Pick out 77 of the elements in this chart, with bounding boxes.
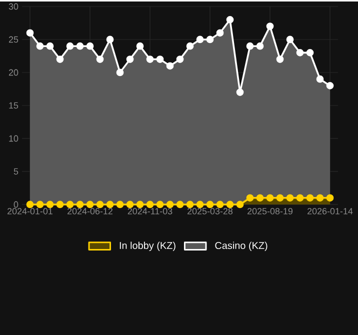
y-tick-label: 10 — [9, 135, 18, 142]
point — [66, 42, 74, 50]
point — [306, 48, 314, 56]
point — [156, 55, 164, 63]
point — [36, 42, 44, 50]
point — [246, 194, 254, 202]
x-tick-label: 2026-01-14 — [308, 208, 353, 214]
point — [76, 200, 84, 208]
point — [106, 200, 114, 208]
point — [36, 200, 44, 208]
point — [276, 194, 284, 202]
point — [186, 200, 194, 208]
point — [206, 36, 214, 43]
point — [126, 200, 134, 208]
point — [216, 28, 224, 36]
point — [276, 55, 284, 63]
point — [56, 55, 64, 63]
point — [136, 42, 144, 50]
point — [26, 28, 34, 36]
point — [146, 200, 154, 208]
point — [46, 200, 54, 208]
point — [266, 22, 274, 30]
point — [316, 194, 324, 202]
y-tick-label: 20 — [8, 69, 18, 76]
point — [316, 75, 324, 83]
x-tick-label: 2024-06-12 — [68, 208, 112, 214]
x-tick-label: 2024-01-01 — [8, 208, 52, 214]
point — [226, 200, 234, 208]
point — [196, 36, 204, 43]
point — [296, 194, 304, 202]
x-tick-label: 2025-08-19 — [248, 208, 292, 214]
point — [96, 55, 104, 63]
point — [156, 200, 164, 208]
point — [146, 55, 154, 63]
point — [86, 200, 94, 208]
y-tick-label: 30 — [8, 3, 18, 10]
y-tick-label: 25 — [8, 36, 18, 42]
y-tick-label: 5 — [14, 168, 18, 174]
point — [126, 55, 134, 63]
point — [206, 200, 214, 208]
point — [66, 200, 74, 208]
point — [246, 42, 254, 50]
point — [326, 82, 334, 90]
point — [166, 62, 174, 70]
point — [176, 55, 184, 63]
x-tick-label: 2025-03-28 — [188, 208, 233, 214]
point — [106, 36, 114, 43]
legend-label: In lobby (KZ) — [120, 241, 176, 251]
point — [196, 200, 204, 208]
point — [26, 200, 34, 208]
point — [116, 68, 124, 76]
legend-label: Casino (KZ) — [215, 241, 268, 251]
y-tick-label: 0 — [14, 201, 18, 208]
point — [326, 194, 334, 202]
y-tick-label: 15 — [9, 102, 18, 108]
point — [266, 194, 274, 202]
x-tick-label: 2024-11-03 — [128, 208, 172, 214]
point — [56, 200, 64, 208]
point — [46, 42, 54, 50]
point — [256, 194, 264, 202]
point — [216, 200, 224, 208]
point — [226, 16, 234, 24]
point — [236, 200, 244, 208]
point — [166, 200, 174, 208]
point — [96, 200, 104, 208]
point — [176, 200, 184, 208]
point — [86, 42, 94, 50]
point — [306, 194, 314, 202]
point — [186, 42, 194, 50]
point — [256, 42, 264, 50]
point — [136, 200, 144, 208]
point — [116, 200, 124, 208]
point — [236, 88, 244, 96]
point — [296, 48, 304, 56]
point — [286, 194, 294, 202]
point — [286, 36, 294, 43]
point — [76, 42, 84, 50]
